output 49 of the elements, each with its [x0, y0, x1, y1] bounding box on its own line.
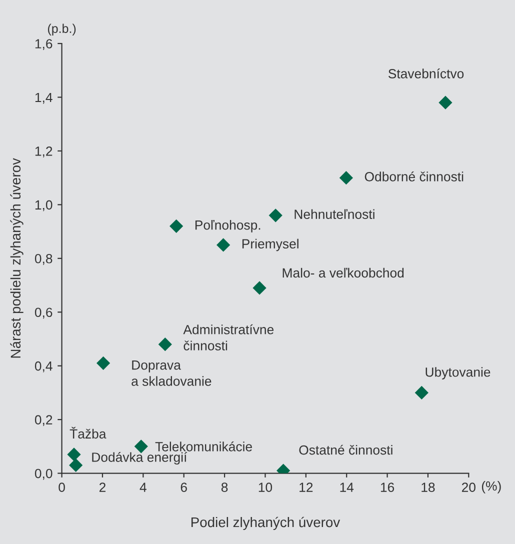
annotation: Nehnuteľnosti: [294, 209, 374, 219]
x-tick-label: 20: [462, 482, 476, 492]
y-tick-label: 0,2: [34, 415, 52, 426]
point: [67, 448, 81, 462]
annotation: Stavebníctvo: [388, 68, 464, 78]
y-tick-label: 1,2: [35, 146, 52, 158]
point: [252, 281, 266, 295]
annotation: Doprava a skladovanie: [132, 360, 212, 386]
y-tick-label: 1,6: [35, 39, 52, 50]
annotation: Ostatné činnosti: [299, 444, 392, 455]
x-tick-label: 2: [99, 482, 106, 492]
y-tick-label: 1,0: [35, 200, 52, 212]
point: [158, 338, 172, 352]
annotation: Telekomunikácie: [155, 442, 252, 452]
point: [268, 208, 282, 222]
annotation: Poľnohosp.: [195, 220, 260, 232]
point: [339, 171, 353, 185]
annotation: Priemysel: [242, 238, 298, 252]
text: (%): [482, 481, 501, 494]
x-tick-label: 8: [221, 482, 228, 492]
annotation: Ubytovanie: [426, 367, 490, 380]
y-tick-label: 1,4: [35, 92, 52, 104]
point: [216, 238, 230, 252]
point: [134, 440, 148, 454]
annotation: Malo- a veľkoobchod: [282, 268, 404, 278]
annotation: Administratívne činnosti: [183, 324, 274, 350]
y-tick-label: 0,0: [34, 468, 52, 480]
point: [438, 96, 452, 110]
y-tick-label: 0,8: [34, 254, 52, 265]
annotation: Dodávka energií: [92, 452, 188, 465]
annotation: Ťažba: [70, 426, 106, 439]
point: [69, 458, 83, 472]
y-tick-label: 0,4: [34, 361, 52, 372]
point: [170, 219, 184, 233]
point: [96, 356, 110, 370]
x-tick-label: 6: [180, 482, 187, 492]
x-tick-label: 12: [300, 482, 313, 492]
point: [414, 386, 428, 400]
text: (p.b.): [48, 24, 76, 36]
x-tick-label: 18: [422, 482, 435, 492]
x-tick-label: 4: [140, 482, 146, 492]
x-axis-title: Podiel zlyhaných úverov: [191, 516, 340, 530]
annotation: Odborné činnosti: [364, 172, 464, 182]
x-tick-label: 10: [258, 482, 272, 492]
y-tick-label: 0,6: [34, 308, 52, 319]
x-tick-label: 0: [58, 482, 65, 492]
x-tick-label: 16: [380, 482, 394, 492]
y-axis-title: Nárast podielu zlyhaných úverov: [10, 158, 24, 358]
x-tick-label: 14: [340, 482, 354, 492]
